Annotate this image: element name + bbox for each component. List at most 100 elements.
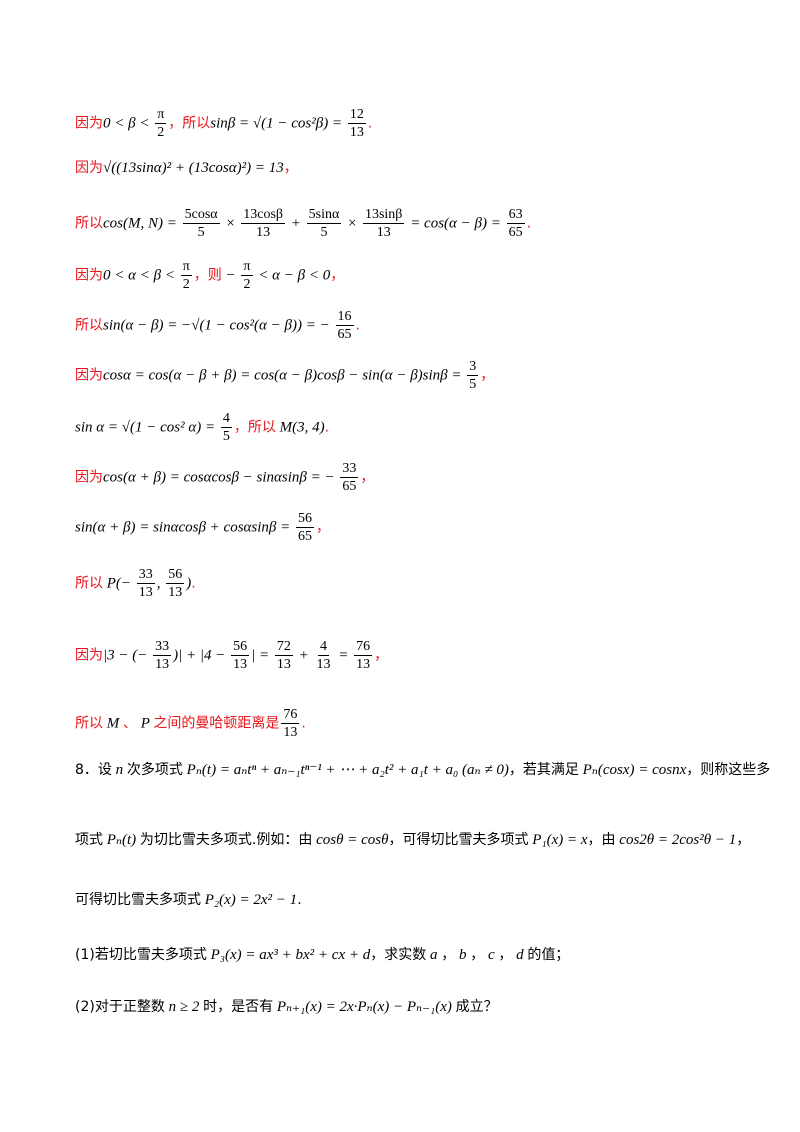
- math-text: √((13sinα)² + (13cosα)²) = 13: [103, 160, 284, 176]
- denominator: 5: [469, 377, 477, 392]
- text: ，: [470, 947, 485, 963]
- fraction: 33 65: [340, 460, 359, 495]
- solution-line: sin(α + β) = sinαcosβ + cosαsinβ = 56 65，: [75, 510, 760, 545]
- math-text: c: [484, 947, 499, 963]
- numerator: π: [155, 107, 167, 124]
- text: 因为: [75, 115, 103, 132]
- fraction: 33 13: [153, 638, 172, 673]
- fraction: 56 65: [296, 510, 315, 545]
- text: ，: [736, 832, 751, 848]
- solution-line: 所以cos(M, N) = 5cosα 5 × 13cosβ 13 + 5sinα 5…: [75, 206, 760, 241]
- denominator: 65: [337, 327, 352, 342]
- denominator: 13: [256, 225, 271, 240]
- denominator: 5: [320, 225, 328, 240]
- numerator: 56: [166, 567, 185, 584]
- denominator: 13: [356, 657, 371, 672]
- math-text: cos(α + β) = cosαcosβ − sinαsinβ = −: [103, 469, 339, 486]
- text: ，: [330, 267, 345, 284]
- text: ，则称这些多: [686, 762, 771, 778]
- denominator: 13: [349, 125, 364, 140]
- text: .: [297, 892, 302, 908]
- math-text: cosα = cos(α − β + β) = cos(α − β)cosβ −…: [103, 367, 466, 384]
- numerator: 5cosα: [182, 207, 220, 224]
- fraction: 33 13: [136, 566, 155, 601]
- denominator: 5: [197, 225, 205, 240]
- text: 成立？: [455, 999, 498, 1015]
- solution-line: 因为cosα = cos(α − β + β) = cos(α − β)cosβ…: [75, 358, 760, 393]
- text: ，所以: [168, 115, 211, 132]
- text: ，: [316, 519, 331, 536]
- math-text: sin(α − β) = −√(1 − cos²(α − β)) = −: [103, 317, 334, 334]
- math-text: P(−: [103, 575, 135, 592]
- text: 所以: [75, 317, 103, 334]
- fraction: 76 13: [281, 706, 300, 741]
- denominator: 13: [316, 657, 331, 672]
- math-text: 0 < α < β <: [103, 267, 179, 284]
- denominator: 13: [155, 657, 170, 672]
- denominator: 65: [298, 529, 313, 544]
- solution-line: 因为0 < β < π 2 ，所以sinβ = √(1 − cos²β) = 12 1…: [75, 106, 760, 141]
- fraction: 56 13: [166, 566, 185, 601]
- text: .: [324, 419, 330, 436]
- text: 因为: [75, 160, 103, 176]
- text: ，: [498, 947, 513, 963]
- text: 为切比雪夫多项式.例如：由: [139, 832, 313, 848]
- denominator: 2: [157, 125, 165, 140]
- math-text: cos(M, N) =: [103, 215, 181, 232]
- numerator: π: [241, 259, 253, 276]
- math-text: |3 − (−: [103, 647, 152, 664]
- numerator: 33: [153, 639, 172, 656]
- text: 所以: [75, 215, 103, 232]
- text: ，可得切比雪夫多项式: [388, 832, 529, 848]
- text: .: [355, 317, 360, 334]
- math-text: M: [103, 715, 123, 732]
- math-text: cos2θ = 2cos²θ − 1: [615, 832, 737, 848]
- fraction: 76 13: [354, 638, 373, 673]
- problem-line: 可得切比雪夫多项式 P₂(x) = 2x² − 1.: [75, 890, 760, 910]
- text: 因为: [75, 469, 103, 486]
- math-text: M(3, 4): [275, 419, 325, 436]
- problem-line: (1)若切比雪夫多项式 P₃(x) = ax³ + bx² + cx + d，求…: [75, 945, 760, 965]
- math-text: ,: [156, 575, 165, 592]
- denominator: 65: [342, 479, 357, 494]
- math-text: P₁(x) = x: [528, 832, 588, 848]
- solution-line: 所以 P(− 33 13, 56 13).: [75, 566, 760, 601]
- solution-line: 因为|3 − (− 33 13)| + |4 − 56 13 | = 72 13 + 4…: [75, 638, 760, 673]
- math-text: sin(α + β) = sinαcosβ + cosαsinβ =: [75, 519, 295, 536]
- math-text: +: [287, 215, 305, 232]
- text: ，求实数: [370, 947, 427, 963]
- numerator: 4: [220, 411, 232, 428]
- numerator: 56: [231, 639, 250, 656]
- solution-line: 所以sin(α − β) = −√(1 − cos²(α − β)) = − 1…: [75, 308, 760, 343]
- text: ，所以: [233, 419, 276, 436]
- denominator: 13: [138, 585, 153, 600]
- text: (1)若切比雪夫多项式: [75, 947, 207, 963]
- text: 的值；: [527, 947, 570, 963]
- fraction: 56 13: [231, 638, 250, 673]
- math-text: d: [512, 947, 528, 963]
- text: .: [191, 575, 196, 592]
- solution-line: 所以 M 、 P 之间的曼哈顿距离是 76 13.: [75, 706, 760, 741]
- fraction: 5cosα 5: [182, 206, 220, 241]
- text: 8．设: [75, 762, 112, 778]
- text: 、: [123, 715, 137, 732]
- text: ，由: [587, 832, 616, 848]
- text: 因为: [75, 647, 103, 664]
- text: ，则: [193, 267, 222, 284]
- text: ，: [441, 947, 456, 963]
- denominator: 5: [222, 429, 230, 444]
- fraction: 5sinα 5: [306, 206, 342, 241]
- problem-line: (2)对于正整数 n ≥ 2 时，是否有 Pₙ₊₁(x) = 2x·Pₙ(x) …: [75, 997, 760, 1017]
- math-text: P₃(x) = ax³ + bx² + cx + d: [206, 947, 371, 963]
- text: 次多项式: [126, 762, 183, 778]
- text: 所以: [75, 715, 103, 732]
- text: ，: [374, 647, 389, 664]
- text: ，: [360, 469, 375, 486]
- math-text: | =: [251, 647, 273, 664]
